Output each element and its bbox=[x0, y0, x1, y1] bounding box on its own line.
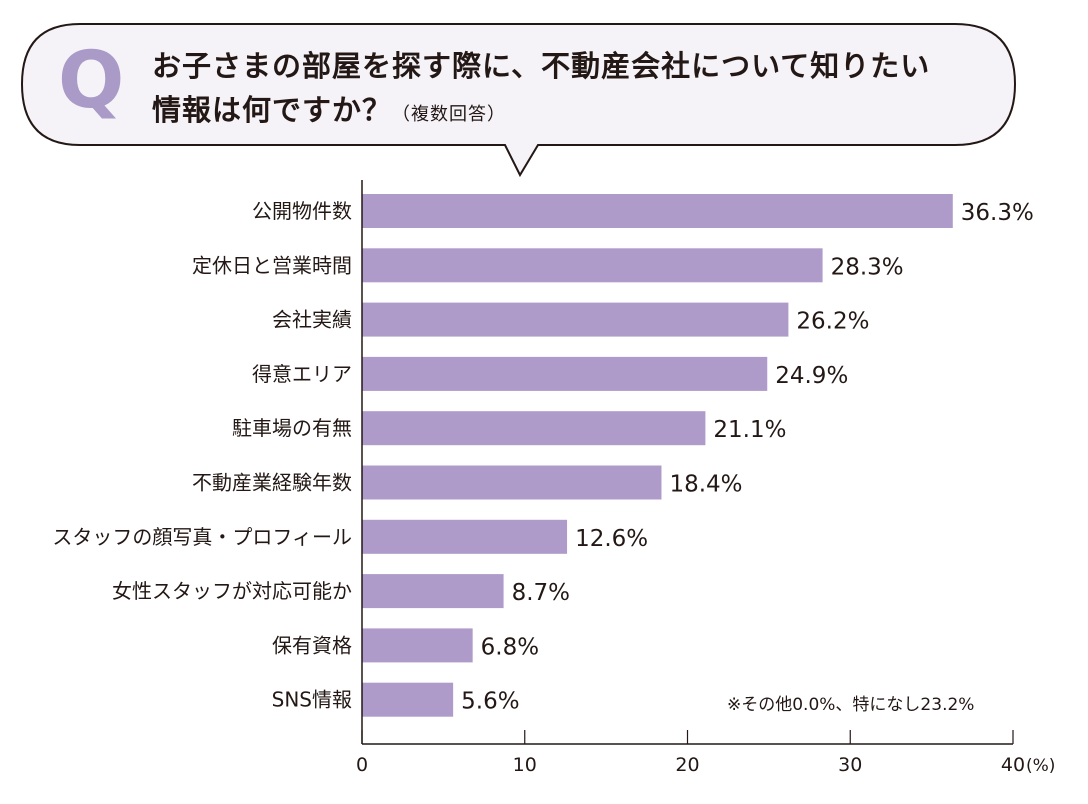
bar bbox=[362, 302, 789, 337]
value-label: 26.2% bbox=[796, 309, 869, 335]
bar bbox=[362, 628, 473, 663]
category-label: 女性スタッフが対応可能か bbox=[112, 579, 352, 603]
category-label: 不動産業経験年数 bbox=[192, 471, 352, 495]
category-label: 会社実績 bbox=[272, 308, 352, 332]
value-label: 5.6% bbox=[461, 689, 519, 715]
value-label: 28.3% bbox=[831, 254, 904, 280]
value-label: 6.8% bbox=[481, 634, 539, 660]
category-label: 駐車場の有無 bbox=[232, 416, 352, 440]
category-label: 定休日と営業時間 bbox=[192, 253, 352, 277]
bar bbox=[362, 356, 768, 391]
bar bbox=[362, 519, 568, 554]
question-line1: お子さまの部屋を探す際に、不動産会社について知りたい bbox=[152, 49, 931, 83]
question-bubble bbox=[20, 23, 1017, 178]
x-tick-label: 30 bbox=[838, 754, 862, 776]
bar bbox=[362, 574, 504, 609]
category-label: 公開物件数 bbox=[252, 199, 352, 223]
q-mark-icon: Q bbox=[58, 36, 125, 126]
x-tick-label: 10 bbox=[513, 754, 537, 776]
x-tick-label: 20 bbox=[675, 754, 699, 776]
category-label: SNS情報 bbox=[272, 688, 352, 712]
category-label: 得意エリア bbox=[252, 362, 352, 386]
value-label: 24.9% bbox=[775, 363, 848, 389]
value-label: 12.6% bbox=[575, 526, 648, 552]
question-line2: 情報は何ですか？ bbox=[152, 93, 393, 127]
footnote: ※その他0.0%、特になし23.2% bbox=[727, 695, 975, 715]
bar bbox=[362, 248, 823, 283]
x-tick-label: 0 bbox=[356, 754, 368, 776]
question-note: （複数回答） bbox=[392, 104, 507, 125]
question-title: お子さまの部屋を探す際に、不動産会社について知りたい 情報は何ですか？（複数回答… bbox=[152, 44, 930, 137]
value-label: 18.4% bbox=[669, 472, 742, 498]
x-unit-label: (%) bbox=[1026, 756, 1055, 776]
value-label: 8.7% bbox=[512, 580, 570, 606]
x-tick-label: 40 bbox=[1001, 754, 1025, 776]
bar bbox=[362, 465, 662, 500]
value-label: 21.1% bbox=[713, 417, 786, 443]
value-label: 36.3% bbox=[961, 200, 1034, 226]
bar bbox=[362, 411, 706, 446]
bar bbox=[362, 682, 454, 717]
category-label: スタッフの顔写真・プロフィール bbox=[52, 525, 352, 549]
category-label: 保有資格 bbox=[272, 633, 352, 657]
bar bbox=[362, 194, 953, 228]
